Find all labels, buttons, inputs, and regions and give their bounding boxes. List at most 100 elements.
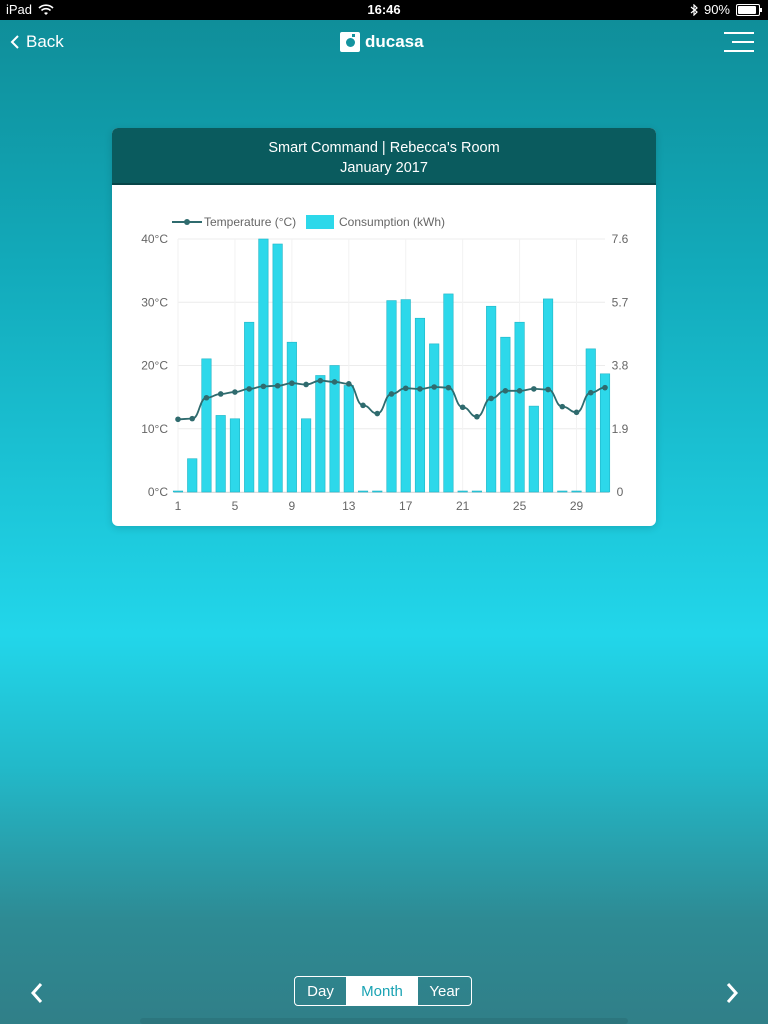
consumption-bar (172, 490, 184, 493)
chart-card: Smart Command | Rebecca's Room January 2… (112, 128, 656, 526)
temperature-point (587, 389, 594, 396)
consumption-bar (201, 358, 212, 493)
temperature-point (459, 404, 466, 411)
y-right-tick-label: 5.7 (612, 295, 629, 309)
bluetooth-icon (690, 3, 698, 16)
temperature-point (346, 381, 352, 387)
temperature-point (217, 391, 224, 397)
month-segment[interactable]: Month (346, 977, 417, 1005)
x-tick-label: 5 (232, 499, 239, 513)
consumption-bar (571, 490, 582, 493)
nav-bar: Back ducasa (0, 20, 768, 68)
consumption-bar (329, 365, 340, 493)
menu-button[interactable] (724, 32, 754, 54)
y-left-tick-label: 30°C (141, 295, 168, 309)
consumption-bar (229, 418, 240, 493)
day-segment[interactable]: Day (307, 982, 334, 1000)
status-time: 16:46 (367, 2, 401, 17)
back-label: Back (26, 32, 64, 51)
x-tick-label: 13 (342, 499, 356, 513)
logo-mark-icon (340, 32, 360, 52)
x-tick-label: 17 (399, 499, 413, 513)
temperature-point (260, 383, 267, 390)
temperature-point (545, 386, 551, 393)
consumption-bar (443, 293, 454, 493)
legend-temperature-marker (184, 219, 190, 225)
temperature-point (474, 413, 480, 420)
previous-month-button[interactable] (26, 978, 50, 1008)
consumption-bar (357, 490, 369, 493)
consumption-bar (258, 238, 269, 493)
consumption-bar (414, 317, 426, 493)
temperature-point (289, 380, 295, 387)
consumption-bar (500, 336, 511, 493)
temperature-point (502, 388, 509, 394)
x-tick-label: 25 (513, 499, 527, 513)
logo: ducasa (340, 32, 424, 52)
consumption-bar (343, 385, 354, 493)
temperature-point (374, 410, 381, 417)
y-left-tick-label: 0°C (148, 485, 168, 499)
consumption-bar (429, 343, 440, 493)
status-bar: iPad 16:46 90% (0, 0, 768, 20)
next-month-button[interactable] (720, 978, 744, 1008)
consumption-bar (557, 490, 568, 493)
temperature-point (488, 395, 494, 402)
x-tick-label: 9 (289, 499, 296, 513)
wifi-icon (38, 3, 54, 15)
temperature-point (303, 381, 309, 388)
temperature-point (203, 394, 210, 401)
menu-icon-line (724, 50, 754, 52)
period-selector: Day Month Year (294, 976, 472, 1006)
chevron-left-icon (10, 35, 19, 49)
y-left-tick-label: 10°C (141, 422, 168, 436)
consumption-bar (585, 348, 596, 493)
card-header: Smart Command | Rebecca's Room January 2… (112, 128, 656, 185)
consumption-bar (286, 341, 297, 493)
consumption-bar (301, 418, 312, 493)
back-button[interactable]: Back (10, 32, 64, 52)
legend-consumption-swatch (306, 215, 334, 229)
y-left-tick-label: 20°C (141, 359, 168, 373)
temperature-point (189, 415, 196, 422)
menu-icon (724, 32, 754, 34)
x-tick-label: 21 (456, 499, 470, 513)
temperature-point (602, 384, 608, 391)
temperature-point (417, 386, 423, 392)
consumption-bar (457, 490, 468, 493)
temperature-point (445, 384, 452, 391)
consumption-bar (187, 458, 198, 493)
y-right-tick-label: 7.6 (612, 232, 629, 246)
consumption-bar (543, 298, 554, 493)
battery-icon (736, 3, 762, 16)
temperature-point (531, 386, 537, 392)
logo-text: ducasa (365, 32, 424, 51)
legend-consumption-label: Consumption (kWh) (339, 215, 445, 229)
chevron-left-icon (30, 983, 43, 1003)
y-right-tick-label: 0 (617, 485, 624, 499)
temperature-point (317, 377, 324, 384)
temperature-point (331, 379, 338, 385)
consumption-bar (372, 490, 383, 493)
temperature-point (516, 388, 523, 394)
chart: 0°C 0 10°C 1.9 20°C 3.8 30°C 5.7 40°C 7.6 1 5 9 13 17 2… (141, 215, 629, 513)
temperature-point (360, 402, 366, 409)
menu-icon-line (732, 41, 754, 43)
temperature-point (175, 416, 181, 423)
temperature-point (232, 389, 238, 395)
temperature-point (274, 382, 281, 389)
consumption-bar (599, 373, 611, 493)
temperature-point (573, 409, 580, 416)
y-right-tick-label: 3.8 (612, 359, 629, 373)
year-segment[interactable]: Year (417, 977, 471, 1005)
consumption-bar (528, 405, 539, 493)
chevron-right-icon (726, 983, 739, 1003)
temperature-point (402, 385, 409, 392)
x-tick-label: 29 (570, 499, 584, 513)
temperature-point (431, 384, 438, 390)
battery-percentage: 90% (703, 2, 730, 17)
temperature-point (559, 403, 566, 410)
device-name: iPad (6, 2, 33, 17)
bottom-shadow (140, 1018, 628, 1024)
x-tick-label: 1 (175, 499, 182, 513)
